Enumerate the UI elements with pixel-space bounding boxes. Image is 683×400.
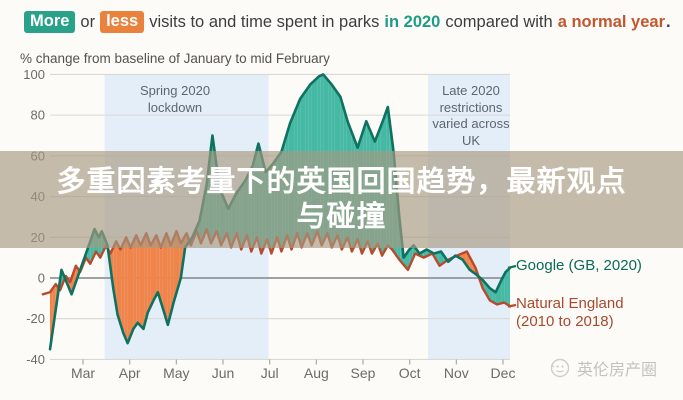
series-fill-segment [119, 246, 122, 329]
less-badge: less [100, 11, 145, 33]
series-fill-segment [153, 235, 157, 301]
series-fill-segment [144, 236, 148, 324]
series-fill-segment [159, 243, 163, 306]
x-axis-tick-label: Oct [399, 365, 421, 381]
series-fill-segment [501, 274, 505, 304]
series-fill-segment [492, 290, 496, 304]
series-fill-segment [507, 267, 510, 307]
series-fill-segment [73, 265, 76, 291]
series-fill-segment [147, 237, 151, 313]
watermark: 英伦房产圈 [549, 356, 657, 380]
x-axis-tick-label: Nov [444, 365, 469, 381]
series-fill-segment [156, 235, 160, 297]
chart-title: More or less visits to and time spent in… [24, 11, 671, 33]
y-axis-tick-label: -40 [26, 352, 45, 367]
title-or: or [80, 12, 96, 31]
title-compared: compared with [445, 12, 553, 31]
watermark-text: 英伦房产圈 [577, 362, 658, 379]
series-fill-segment [167, 237, 171, 325]
legend-natural-england-series-label: Natural England (2010 to 2018) [516, 295, 624, 330]
x-axis-tick-label: Apr [119, 365, 141, 381]
series-fill-segment [438, 251, 441, 265]
series-fill-segment [173, 231, 177, 303]
series-fill-segment [121, 240, 125, 337]
series-fill-segment [504, 270, 508, 305]
more-badge: More [24, 11, 76, 33]
series-fill-segment [124, 240, 128, 344]
x-axis-tick-label: Aug [304, 365, 329, 381]
series-fill-segment [116, 241, 119, 320]
x-axis-tick-label: Mar [71, 365, 95, 381]
x-axis-tick-label: Jul [261, 365, 279, 381]
title-normal-year: a normal year [557, 12, 665, 31]
legend-google-series-label: Google (GB, 2020) [516, 257, 642, 274]
natural-england-label-connector [507, 303, 517, 308]
series-fill-segment [165, 236, 168, 325]
y-axis-tick-label: 80 [31, 108, 45, 123]
series-fill-segment [142, 236, 145, 328]
title-in-2020: in 2020 [384, 12, 441, 31]
y-axis-tick-label: 100 [23, 67, 45, 82]
series-fill-segment [150, 240, 154, 307]
series-fill-segment [133, 235, 137, 329]
x-axis-tick-label: Jun [212, 365, 235, 381]
series-fill-segment [130, 241, 134, 337]
overlay-headline-line1: 多重因素考量下的英国回国趋势，最新观点 [56, 165, 627, 198]
series-fill-segment [136, 235, 140, 325]
y-axis-tick-label: -20 [26, 311, 45, 326]
overlay-headline-line2: 与碰撞 [296, 200, 387, 233]
series-fill-segment [179, 239, 183, 283]
series-fill-segment [127, 240, 131, 344]
watermark-logo-icon [550, 358, 570, 378]
series-fill-segment [139, 242, 142, 328]
y-axis-tick-label: 0 [38, 271, 45, 286]
series-fill-segment [489, 288, 493, 303]
google-label-connector [507, 264, 517, 269]
series-fill-segment [162, 236, 165, 316]
x-axis-tick-label: Sep [351, 365, 376, 381]
series-fill-segment [170, 238, 174, 314]
x-axis-tick-label: Dec [491, 365, 516, 381]
chart-subtitle: % change from baseline of January to mid… [20, 51, 330, 66]
annotation-late-restrictions: Late 2020 restrictions varied across UK [432, 83, 510, 148]
title-mid: visits to and time spent in parks [149, 12, 380, 31]
annotation-spring-lockdown: Spring 2020 lockdown [139, 83, 211, 115]
overlay-banner: 多重因素考量下的英国回国趋势，最新观点 与碰撞 [0, 151, 683, 248]
title-period: . [666, 12, 671, 31]
x-axis-tick-label: May [163, 365, 189, 381]
